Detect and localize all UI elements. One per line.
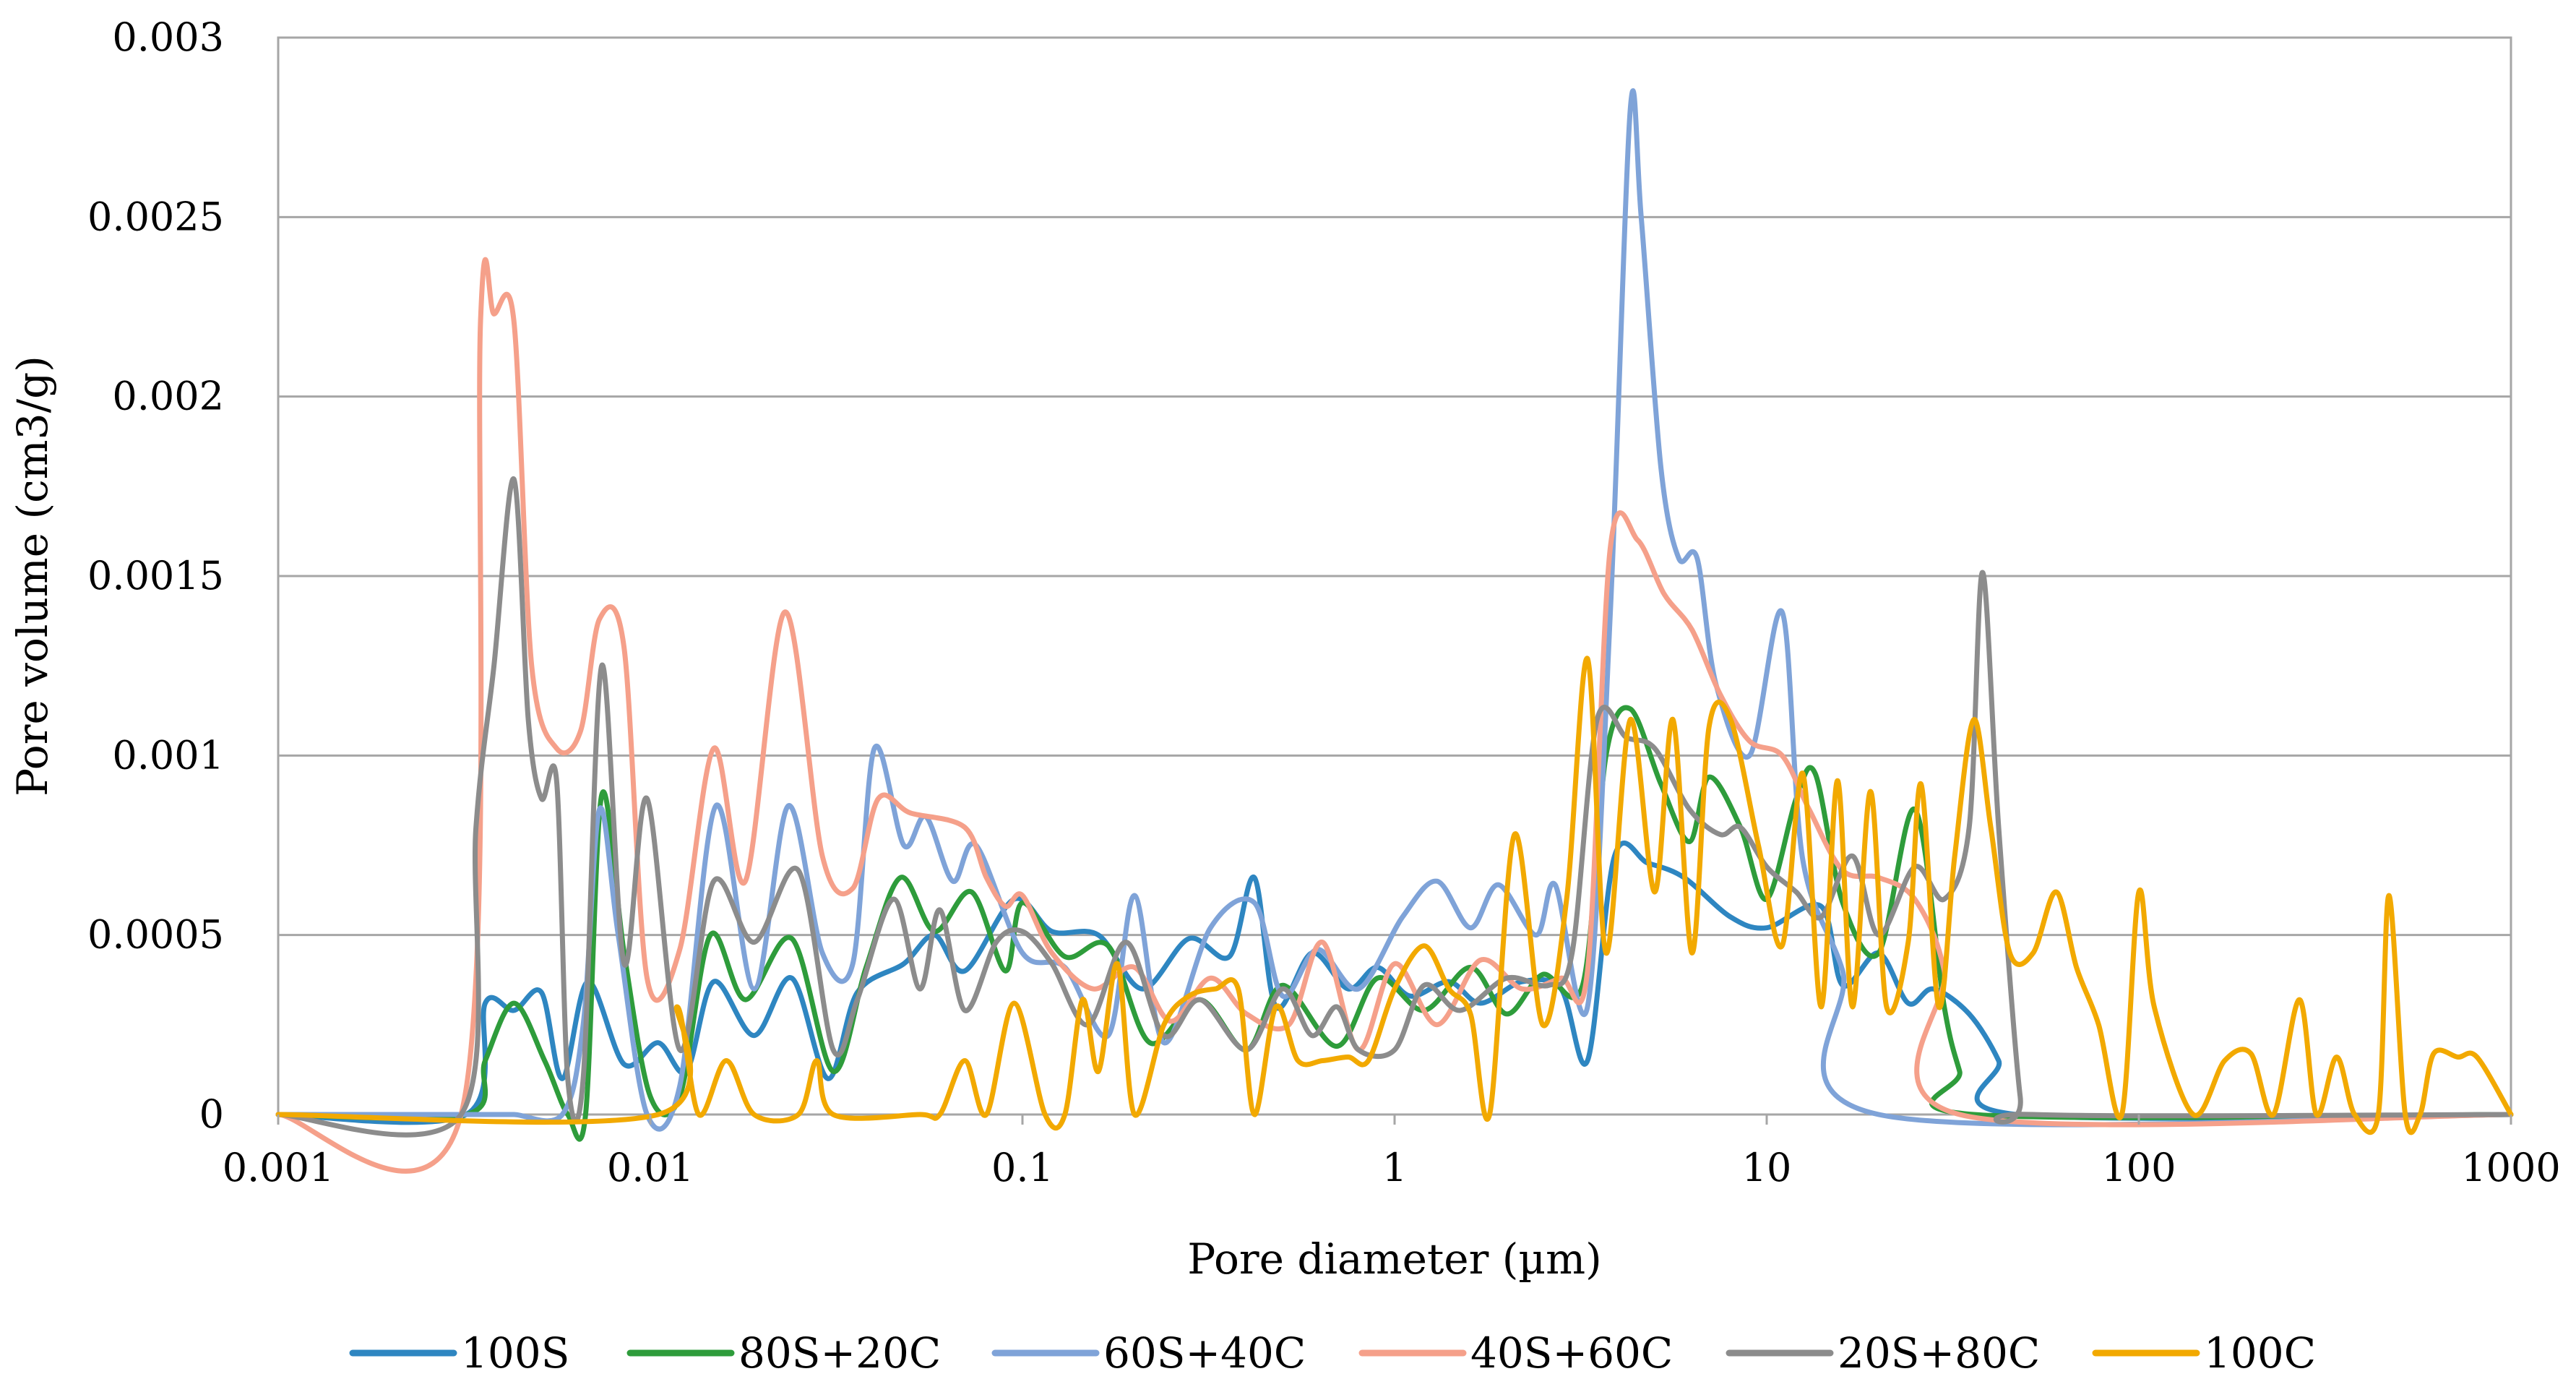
- legend-label: 40S+60C: [1470, 1328, 1673, 1378]
- series-line-40s-60c: [275, 257, 2514, 1174]
- legend: 100S 80S+20C 60S+40C 40S+60C 20S+80C 100C: [349, 1328, 2316, 1378]
- x-tick-label: 1000: [2461, 1145, 2560, 1190]
- y-axis-title: Pore volume (cm3/g): [8, 356, 57, 796]
- x-axis-ticks: 0.001 0.01 0.1 1 10 100 1000: [223, 1115, 2561, 1190]
- y-tick-label: 0.0005: [87, 912, 224, 958]
- y-tick-label: 0.002: [112, 374, 224, 419]
- y-tick-label: 0: [199, 1091, 224, 1137]
- series-lines: [275, 88, 2514, 1174]
- y-axis-ticks: 0 0.0005 0.001 0.0015 0.002 0.0025 0.003: [87, 14, 224, 1137]
- y-tick-label: 0.0025: [87, 194, 224, 239]
- y-tick-label: 0.0015: [87, 553, 224, 598]
- x-tick-label: 0.1: [991, 1145, 1054, 1190]
- legend-label: 20S+80C: [1838, 1328, 2040, 1378]
- x-tick-label: 1: [1382, 1145, 1407, 1190]
- x-axis-title: Pore diameter (µm): [1187, 1234, 1601, 1284]
- legend-label: 80S+20C: [738, 1328, 941, 1378]
- legend-label: 60S+40C: [1103, 1328, 1306, 1378]
- y-tick-label: 0.001: [112, 732, 224, 778]
- series-line-100s: [275, 841, 2514, 1125]
- series-line-20s-80c: [275, 476, 2514, 1138]
- x-tick-label: 100: [2101, 1145, 2176, 1190]
- y-tick-label: 0.003: [112, 14, 224, 60]
- x-tick-label: 0.001: [223, 1145, 335, 1190]
- x-tick-label: 10: [1742, 1145, 1792, 1190]
- x-tick-label: 0.01: [607, 1145, 694, 1190]
- legend-label: 100C: [2204, 1328, 2316, 1378]
- legend-label: 100S: [461, 1328, 569, 1378]
- series-line-100c: [275, 656, 2514, 1135]
- gridlines: [278, 215, 2511, 937]
- series-line-60s-40c: [275, 88, 2514, 1132]
